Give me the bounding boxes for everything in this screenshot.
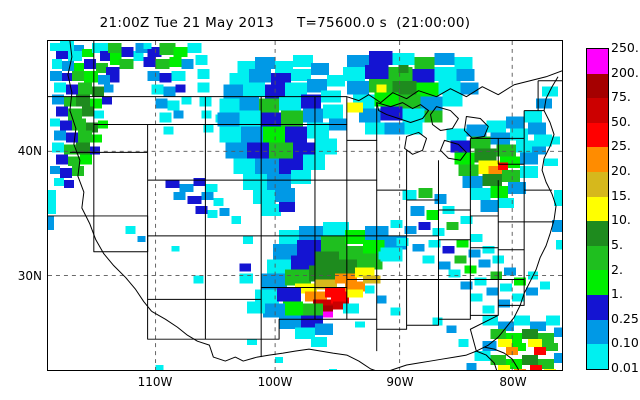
colorbar-tick-label: 1. xyxy=(611,286,623,302)
x-tick-label: 80W xyxy=(499,375,527,389)
colorbar-band xyxy=(587,270,608,296)
colorbar-band xyxy=(587,319,608,345)
colorbar-band xyxy=(587,221,608,246)
colorbar-band xyxy=(587,344,608,369)
colorbar-tick-label: 250. xyxy=(611,40,639,56)
precip-florida xyxy=(458,315,562,370)
figure-title: 21:00Z Tue 21 May 2013 T=75600.0 s (21:0… xyxy=(99,15,471,31)
colorbar-band xyxy=(587,295,608,320)
colorbar-tick-label: 50. xyxy=(611,114,631,130)
colorbar-band xyxy=(587,147,608,173)
colorbar-tick-label: 2. xyxy=(611,261,623,277)
precip-misc xyxy=(143,42,562,370)
colorbar-band xyxy=(587,172,608,197)
x-tick-label: 110W xyxy=(137,375,173,389)
x-tick-label: 100W xyxy=(257,375,293,389)
colorbar-band xyxy=(587,98,608,123)
precip-southwest-scattered xyxy=(125,178,284,370)
colorbar-tick-label: 200. xyxy=(611,64,639,80)
y-tick-label: 30N xyxy=(17,269,42,283)
precip-northern-plains xyxy=(217,54,347,216)
map-boundaries xyxy=(48,41,562,370)
map-plot-area xyxy=(47,40,563,371)
colorbar-band xyxy=(587,49,608,74)
colorbar-tick-label: 25. xyxy=(611,138,631,154)
colorbar-band xyxy=(587,73,608,99)
precipitation-field xyxy=(48,41,562,370)
colorbar-band xyxy=(587,245,608,271)
precip-northeast xyxy=(446,86,561,212)
precip-southern-plains-squall-line xyxy=(239,221,407,348)
x-tick-label: 90W xyxy=(386,375,414,389)
colorbar-tick-label: 0.01 xyxy=(611,360,639,376)
colorbar-tick-label: 5. xyxy=(611,237,623,253)
colorbar-tick-label: 15. xyxy=(611,187,631,203)
colorbar-band xyxy=(587,122,608,148)
y-tick-label: 40N xyxy=(17,144,42,158)
colorbar-tick-label: 0.25 xyxy=(611,310,639,326)
lat-lon-gridlines xyxy=(48,41,562,370)
map-canvas xyxy=(48,41,562,370)
precipitation-rate-colorbar xyxy=(586,48,609,370)
colorbar-tick-label: 10. xyxy=(611,212,631,228)
precip-pacific-northwest xyxy=(48,41,144,230)
colorbar-tick-label: 75. xyxy=(611,89,631,105)
precip-upper-midwest xyxy=(342,50,479,135)
colorbar-tick-label: 20. xyxy=(611,163,631,179)
colorbar-band xyxy=(587,196,608,222)
colorbar-tick-label: 0.10 xyxy=(611,335,639,351)
